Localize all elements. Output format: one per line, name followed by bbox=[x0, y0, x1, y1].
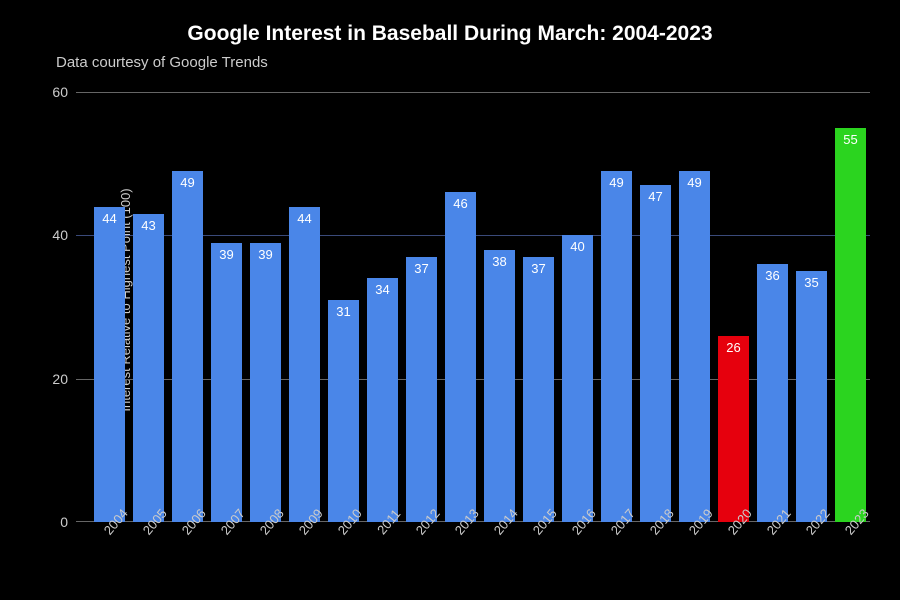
bar-value-label: 35 bbox=[796, 275, 826, 290]
bar-value-label: 37 bbox=[406, 261, 436, 276]
bar-value-label: 43 bbox=[133, 218, 163, 233]
bar: 44 bbox=[289, 207, 319, 522]
bar: 37 bbox=[523, 257, 553, 522]
bar-value-label: 36 bbox=[757, 268, 787, 283]
bar: 43 bbox=[133, 214, 163, 522]
bar-value-label: 46 bbox=[445, 196, 475, 211]
bar-value-label: 31 bbox=[328, 304, 358, 319]
chart-title: Google Interest in Baseball During March… bbox=[0, 22, 900, 46]
bar-value-label: 49 bbox=[172, 175, 202, 190]
bar: 40 bbox=[562, 235, 592, 522]
y-tick-label: 60 bbox=[52, 84, 68, 100]
y-tick-label: 20 bbox=[52, 371, 68, 387]
bar: 34 bbox=[367, 278, 397, 522]
bar: 31 bbox=[328, 300, 358, 522]
bar-value-label: 47 bbox=[640, 189, 670, 204]
bar-value-label: 37 bbox=[523, 261, 553, 276]
bar: 39 bbox=[211, 243, 241, 523]
bar-value-label: 55 bbox=[835, 132, 865, 147]
chart-subtitle: Data courtesy of Google Trends bbox=[56, 54, 268, 71]
bar: 44 bbox=[94, 207, 124, 522]
bar: 49 bbox=[172, 171, 202, 522]
bar: 46 bbox=[445, 192, 475, 522]
bar: 47 bbox=[640, 185, 670, 522]
bar-value-label: 44 bbox=[94, 211, 124, 226]
bar-value-label: 38 bbox=[484, 254, 514, 269]
bar-value-label: 44 bbox=[289, 211, 319, 226]
bar-value-label: 40 bbox=[562, 239, 592, 254]
bar: 36 bbox=[757, 264, 787, 522]
plot-area: 0204060444349393944313437463837404947492… bbox=[90, 92, 870, 522]
bar-value-label: 39 bbox=[211, 247, 241, 262]
bar: 55 bbox=[835, 128, 865, 522]
bar: 39 bbox=[250, 243, 280, 523]
chart-container: Google Interest in Baseball During March… bbox=[0, 0, 900, 600]
bar: 26 bbox=[718, 336, 748, 522]
bar-value-label: 39 bbox=[250, 247, 280, 262]
y-tick-label: 0 bbox=[60, 514, 68, 530]
y-tick-label: 40 bbox=[52, 227, 68, 243]
bar: 49 bbox=[679, 171, 709, 522]
bar: 38 bbox=[484, 250, 514, 522]
bars-layer: 44 43 49 39 39 44 31 34 37 46 38 37 40 49 47 49 26 36 35 55 bbox=[90, 92, 870, 522]
bar-value-label: 34 bbox=[367, 282, 397, 297]
bar: 37 bbox=[406, 257, 436, 522]
bar: 35 bbox=[796, 271, 826, 522]
bar: 49 bbox=[601, 171, 631, 522]
bar-value-label: 49 bbox=[601, 175, 631, 190]
bar-value-label: 26 bbox=[718, 340, 748, 355]
bar-value-label: 49 bbox=[679, 175, 709, 190]
